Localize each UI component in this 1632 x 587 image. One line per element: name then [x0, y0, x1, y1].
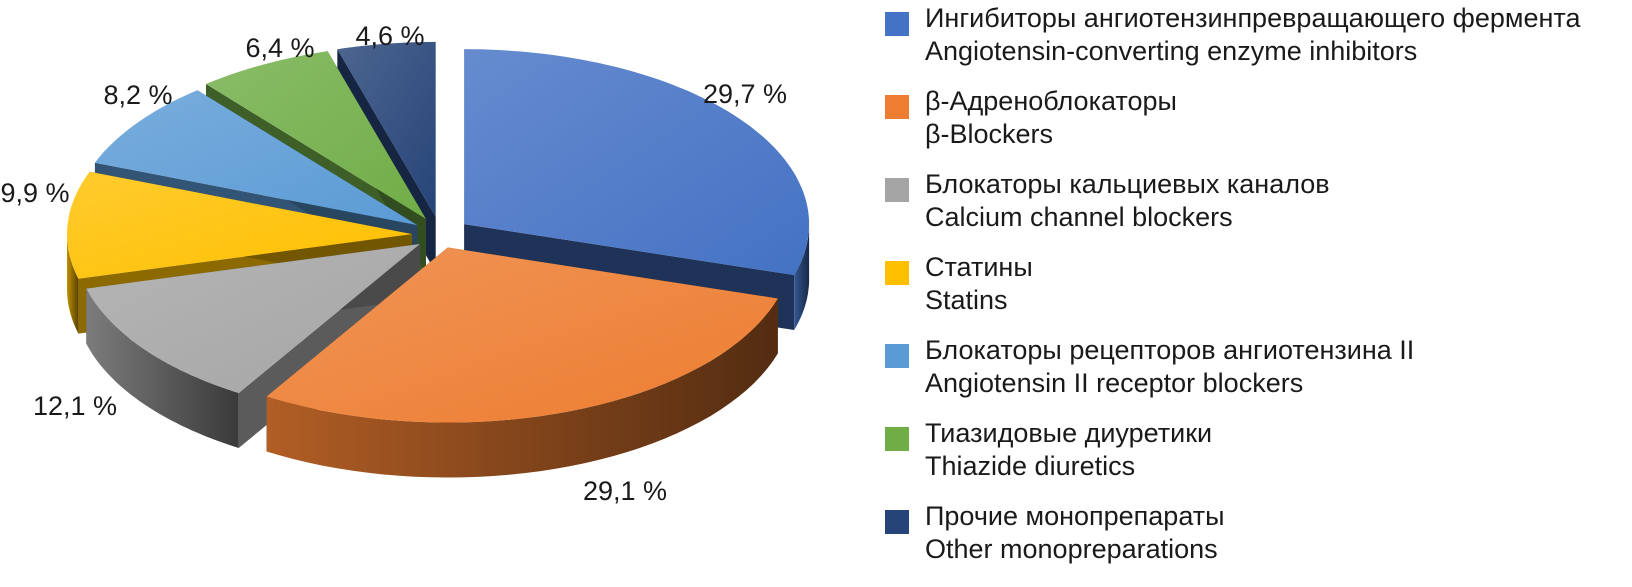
legend-label: Блокаторы кальциевых каналов Calcium chan…	[925, 168, 1330, 234]
legend-label: β-Адреноблокаторы β-Blockers	[925, 85, 1177, 151]
legend-label-en: Angiotensin-converting enzyme inhibitors	[925, 36, 1418, 66]
pie-data-label: 9,9 %	[0, 178, 69, 208]
legend-label-ru: Блокаторы кальциевых каналов	[925, 169, 1330, 199]
legend-label-en: Angiotensin II receptor blockers	[925, 368, 1304, 398]
legend-label: Ингибиторы ангиотензинпревращающего ферм…	[925, 2, 1580, 68]
legend-swatch	[885, 510, 909, 534]
pie-slice-top	[266, 247, 778, 423]
legend-label-en: Thiazide diuretics	[925, 451, 1136, 481]
legend-label: Статины Statins	[925, 251, 1033, 317]
legend-swatch	[885, 427, 909, 451]
pie-data-label: 29,7 %	[703, 79, 787, 109]
pie-slice-top	[86, 244, 420, 393]
legend-label-ru: β-Адреноблокаторы	[925, 86, 1177, 116]
legend-label: Блокаторы рецепторов ангиотензина II Angi…	[925, 334, 1414, 400]
legend-label: Прочие монопрепараты Other monopreparatio…	[925, 500, 1225, 566]
pie-slice-wall	[86, 288, 239, 448]
pie-slice-wall	[266, 298, 778, 478]
legend-label-ru: Статины	[925, 252, 1033, 282]
legend-label: Тиазидовые диуретики Thiazide diuretics	[925, 417, 1212, 483]
pie-data-label: 6,4 %	[245, 33, 314, 63]
pie-data-label: 29,1 %	[583, 476, 667, 506]
legend-label-ru: Прочие монопрепараты	[925, 501, 1225, 531]
pie-data-label: 12,1 %	[33, 391, 117, 421]
pie-data-label: 8,2 %	[103, 80, 172, 110]
legend-label-en: Other monopreparations	[925, 534, 1218, 564]
legend-label-en: Statins	[925, 285, 1008, 315]
pie-slice-top	[206, 51, 426, 219]
chart-legend: Ингибиторы ангиотензинпревращающего ферм…	[885, 0, 1625, 587]
legend-label-en: Calcium channel blockers	[925, 202, 1233, 232]
pie-chart: 29,7 % 29,1 % 12,1 % 9,9 % 8,2 % 6,4 % 4,6 %	[0, 21, 810, 506]
legend-label-ru: Ингибиторы ангиотензинпревращающего ферм…	[925, 3, 1581, 33]
legend-swatch	[885, 12, 909, 36]
pie-slice-top	[337, 41, 436, 217]
pie-slice-top	[464, 49, 810, 276]
legend-swatch	[885, 261, 909, 285]
pie-slice-top	[94, 90, 418, 226]
legend-label-en: β-Blockers	[925, 119, 1054, 149]
pie-slice	[266, 247, 778, 478]
legend-swatch	[885, 95, 909, 119]
legend-swatch	[885, 344, 909, 368]
legend-label-ru: Тиазидовые диуретики	[925, 418, 1213, 448]
pie-slice-top	[67, 171, 413, 279]
pie-data-label: 4,6 %	[355, 21, 424, 51]
pie-slice-wall	[67, 234, 79, 334]
legend-label-ru: Блокаторы рецепторов ангиотензина II	[925, 335, 1415, 365]
pie-slice-wall	[794, 224, 810, 331]
legend-swatch	[885, 178, 909, 202]
